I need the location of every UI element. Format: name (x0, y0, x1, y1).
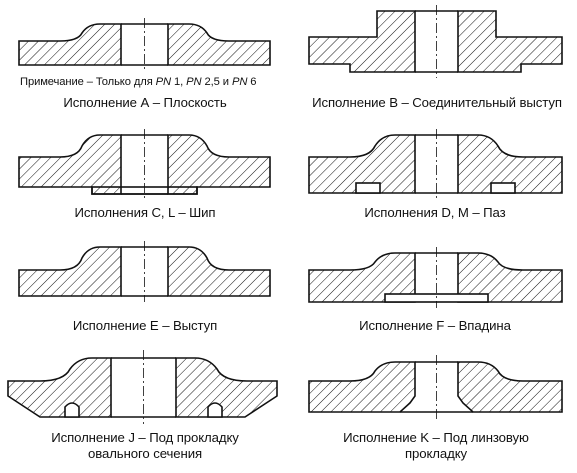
note-value-1: 1, (171, 76, 187, 88)
note-value-3: 6 (247, 76, 257, 88)
caption-c: Исполнения С, L – Шип (74, 205, 216, 220)
pressure-note: Примечание – Только для PN 1, PN 2,5 и P… (20, 75, 257, 89)
flange-section-e (18, 241, 271, 302)
flange-section-d (308, 129, 563, 199)
caption-a: Исполнение А – Плоскость (63, 95, 227, 110)
caption-b: Исполнение В – Соединительный выступ (312, 95, 562, 110)
flange-section-c (18, 129, 271, 200)
note-pn-2: PN (186, 76, 202, 88)
caption-e: Исполнение Е – Выступ (72, 318, 218, 333)
caption-j-line2: овального сечения (87, 446, 202, 461)
flange-section-k (308, 355, 563, 419)
note-pn-1: PN (155, 76, 172, 88)
flange-section-b (308, 5, 563, 78)
flange-section-f (308, 247, 563, 308)
note-dash: – Только для (83, 76, 156, 88)
flange-section-j (7, 350, 278, 424)
note-label: Примечание (20, 76, 84, 88)
caption-k-line1: Исполнение K – Под линзовую (343, 430, 529, 445)
caption-f: Исполнение F – Впадина (359, 318, 511, 333)
caption-d: Исполнения D, М – Паз (364, 205, 506, 220)
caption-k-line2: прокладку (404, 446, 468, 461)
flange-section-a (18, 18, 271, 71)
caption-j-line1: Исполнение J – Под прокладку (51, 430, 239, 445)
note-pn-3: PN (231, 76, 248, 88)
note-value-2: 2,5 и (201, 76, 232, 88)
